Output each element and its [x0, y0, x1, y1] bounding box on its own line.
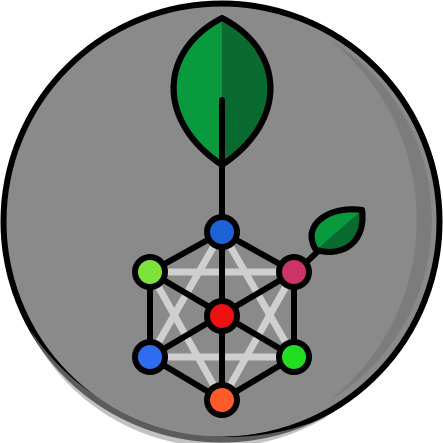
node-lower-left: [132, 339, 168, 375]
big-leaf-icon: [170, 15, 274, 168]
node-upper-left: [132, 254, 168, 290]
node-lower-right: [276, 339, 312, 375]
node-top: [204, 214, 240, 250]
node-bottom: [204, 382, 240, 418]
small-leaf-icon: [293, 206, 366, 275]
disc-shade: [330, 40, 432, 400]
node-center: [204, 298, 240, 334]
node-upper-right: [276, 254, 312, 290]
